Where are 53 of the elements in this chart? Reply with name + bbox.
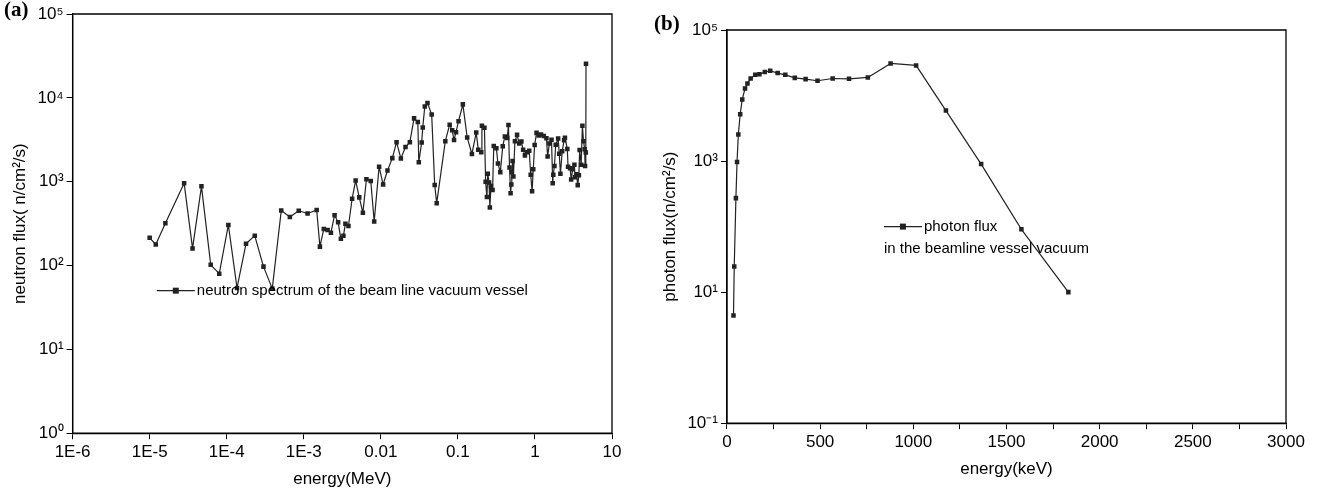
y-axis-title: photon flux(n/cm²/s): [659, 151, 679, 302]
point: [943, 108, 949, 113]
point: [767, 68, 773, 73]
x-tick-label: 1E-4: [208, 442, 245, 462]
y-tick-label: 10³: [693, 150, 719, 170]
legend-label: photon flux in the beamline vessel vacuum: [883, 216, 1090, 256]
x-tick-label: 1E-3: [285, 442, 322, 462]
point: [736, 132, 741, 137]
x-tick-label: 3000: [1267, 432, 1305, 452]
x-tick-label: 0.1: [446, 442, 470, 462]
point: [888, 61, 893, 66]
point: [913, 63, 919, 68]
point: [731, 264, 737, 269]
x-tick-label: 1000: [894, 432, 933, 452]
x-tick-label: 0.01: [364, 442, 398, 462]
y-tick-label: 10⁰: [38, 422, 64, 442]
y-tick-label: 10⁴: [37, 87, 64, 107]
y-axis-title: neutron flux( n/cm²/s): [9, 143, 29, 304]
point: [830, 76, 835, 81]
point: [783, 72, 788, 78]
y-tick-label: 10¹: [39, 339, 64, 359]
y-tick-label: 10²: [39, 255, 64, 275]
point: [745, 81, 750, 86]
y-tick-label: 10¹: [693, 281, 719, 301]
point: [748, 76, 753, 81]
point: [731, 313, 736, 318]
chart-title: (a): [4, 0, 29, 21]
point: [803, 76, 808, 82]
x-axis-title: energy(keV): [960, 459, 1053, 479]
y-tick-label: 10³: [39, 171, 64, 191]
x-tick-label: 1E-5: [131, 442, 168, 462]
y-tick-label: 10⁻¹: [687, 412, 719, 432]
x-tick-label: 2000: [1080, 432, 1119, 452]
point: [865, 75, 871, 80]
chart-title: (b): [654, 10, 680, 35]
x-tick-label: 1500: [987, 432, 1026, 452]
point: [775, 70, 780, 76]
point: [742, 86, 748, 91]
legend-label: neutron spectrum of the beam line vacuum vessel: [196, 280, 528, 298]
x-tick-label: 1E-6: [54, 442, 91, 462]
point: [1066, 289, 1071, 295]
point: [739, 97, 745, 102]
point: [1019, 227, 1024, 232]
point: [815, 78, 820, 84]
x-axis-title: energy(MeV): [293, 469, 392, 489]
y-tick-label: 10⁵: [37, 3, 64, 23]
x-tick-label: 500: [805, 432, 835, 452]
x-tick-label: 0: [722, 432, 732, 452]
point: [757, 71, 762, 77]
x-tick-label: 2500: [1173, 432, 1212, 452]
x-tick-label: 1: [530, 442, 540, 462]
y-tick-label: 10⁵: [692, 19, 718, 39]
x-tick-label: 10: [602, 442, 622, 462]
